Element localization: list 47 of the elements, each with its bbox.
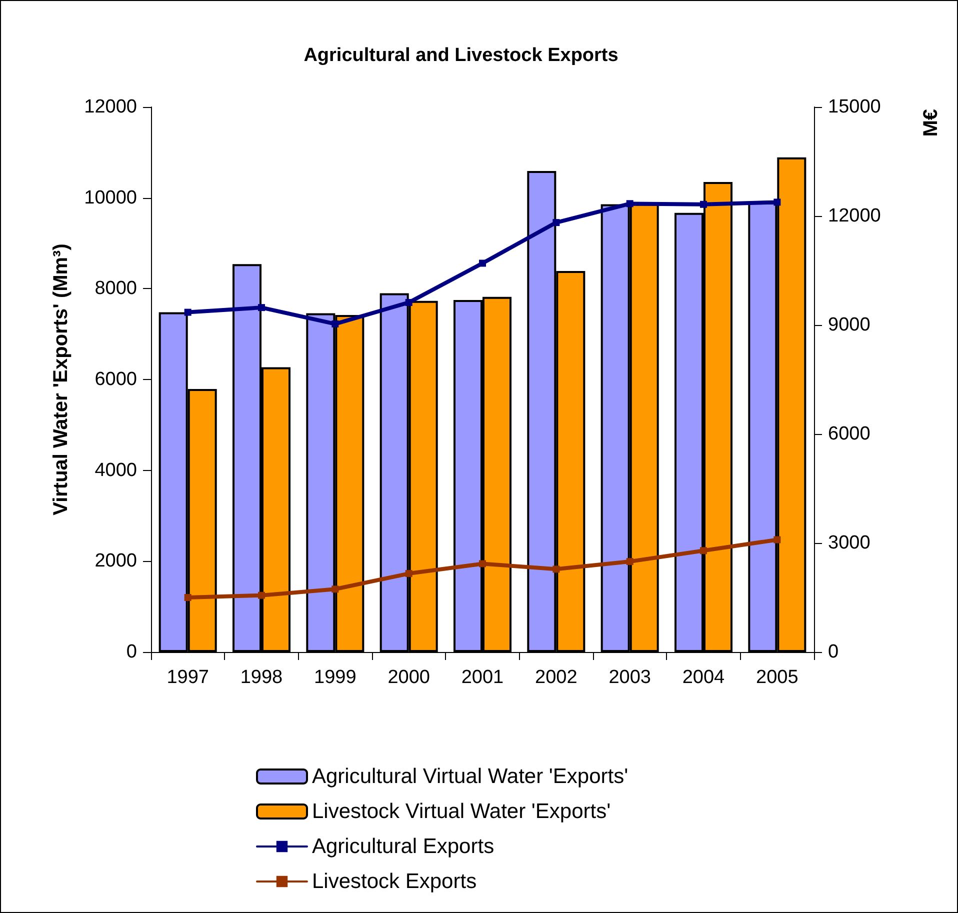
- x-tick-label: 2003: [608, 667, 651, 688]
- point: [700, 547, 707, 554]
- point: [626, 200, 634, 208]
- x-tick-label: 2001: [461, 667, 504, 688]
- y2-tick-label: 9000: [828, 314, 870, 336]
- y2-axis-title: M€: [920, 108, 942, 137]
- point: [258, 592, 265, 599]
- x-tick-label: 2004: [682, 667, 726, 688]
- y2-tick-label: 0: [828, 642, 839, 662]
- y2-tick-label: 6000: [828, 424, 870, 444]
- chart-title: Agricultural and Livestock Exports: [304, 45, 618, 66]
- point: [479, 560, 486, 568]
- point: [774, 198, 781, 206]
- y2-tick-label: 12000: [828, 206, 881, 226]
- legend-label: Agricultural Virtual Water 'Exports': [312, 765, 628, 788]
- x-tick-label: 1999: [314, 667, 356, 688]
- point: [258, 304, 265, 312]
- point: [626, 558, 634, 566]
- point: [700, 200, 707, 208]
- y-tick-label: 10000: [84, 187, 137, 208]
- point: [405, 298, 412, 306]
- x-tick-label: 2002: [535, 667, 578, 688]
- legend-label: Agricultural Exports: [312, 835, 494, 858]
- y2-tick-label: 15000: [828, 96, 881, 118]
- point: [332, 586, 339, 593]
- point: [479, 260, 486, 267]
- y-axis-title: Virtual Water 'Exports' (Mm³): [50, 244, 72, 516]
- point: [552, 219, 560, 226]
- legend-label: Livestock Virtual Water 'Exports': [312, 800, 611, 823]
- y-tick-label: 0: [126, 642, 137, 662]
- y-tick-label: 4000: [94, 460, 137, 481]
- point: [184, 308, 192, 316]
- x-tick-label: 1998: [240, 667, 283, 688]
- point: [332, 320, 339, 328]
- y-tick-label: 2000: [94, 550, 137, 572]
- x-tick-label: 2005: [756, 667, 798, 688]
- point: [405, 570, 412, 578]
- legend-label: Livestock Exports: [312, 870, 477, 893]
- point: [184, 594, 192, 601]
- y-tick-label: 8000: [94, 278, 137, 300]
- y-tick-label: 12000: [84, 96, 137, 118]
- point: [774, 536, 781, 544]
- x-tick-label: 1997: [166, 667, 209, 688]
- y2-tick-label: 3000: [828, 532, 870, 554]
- y-tick-label: 6000: [94, 369, 137, 390]
- x-tick-label: 2000: [388, 667, 430, 688]
- point: [552, 566, 560, 573]
